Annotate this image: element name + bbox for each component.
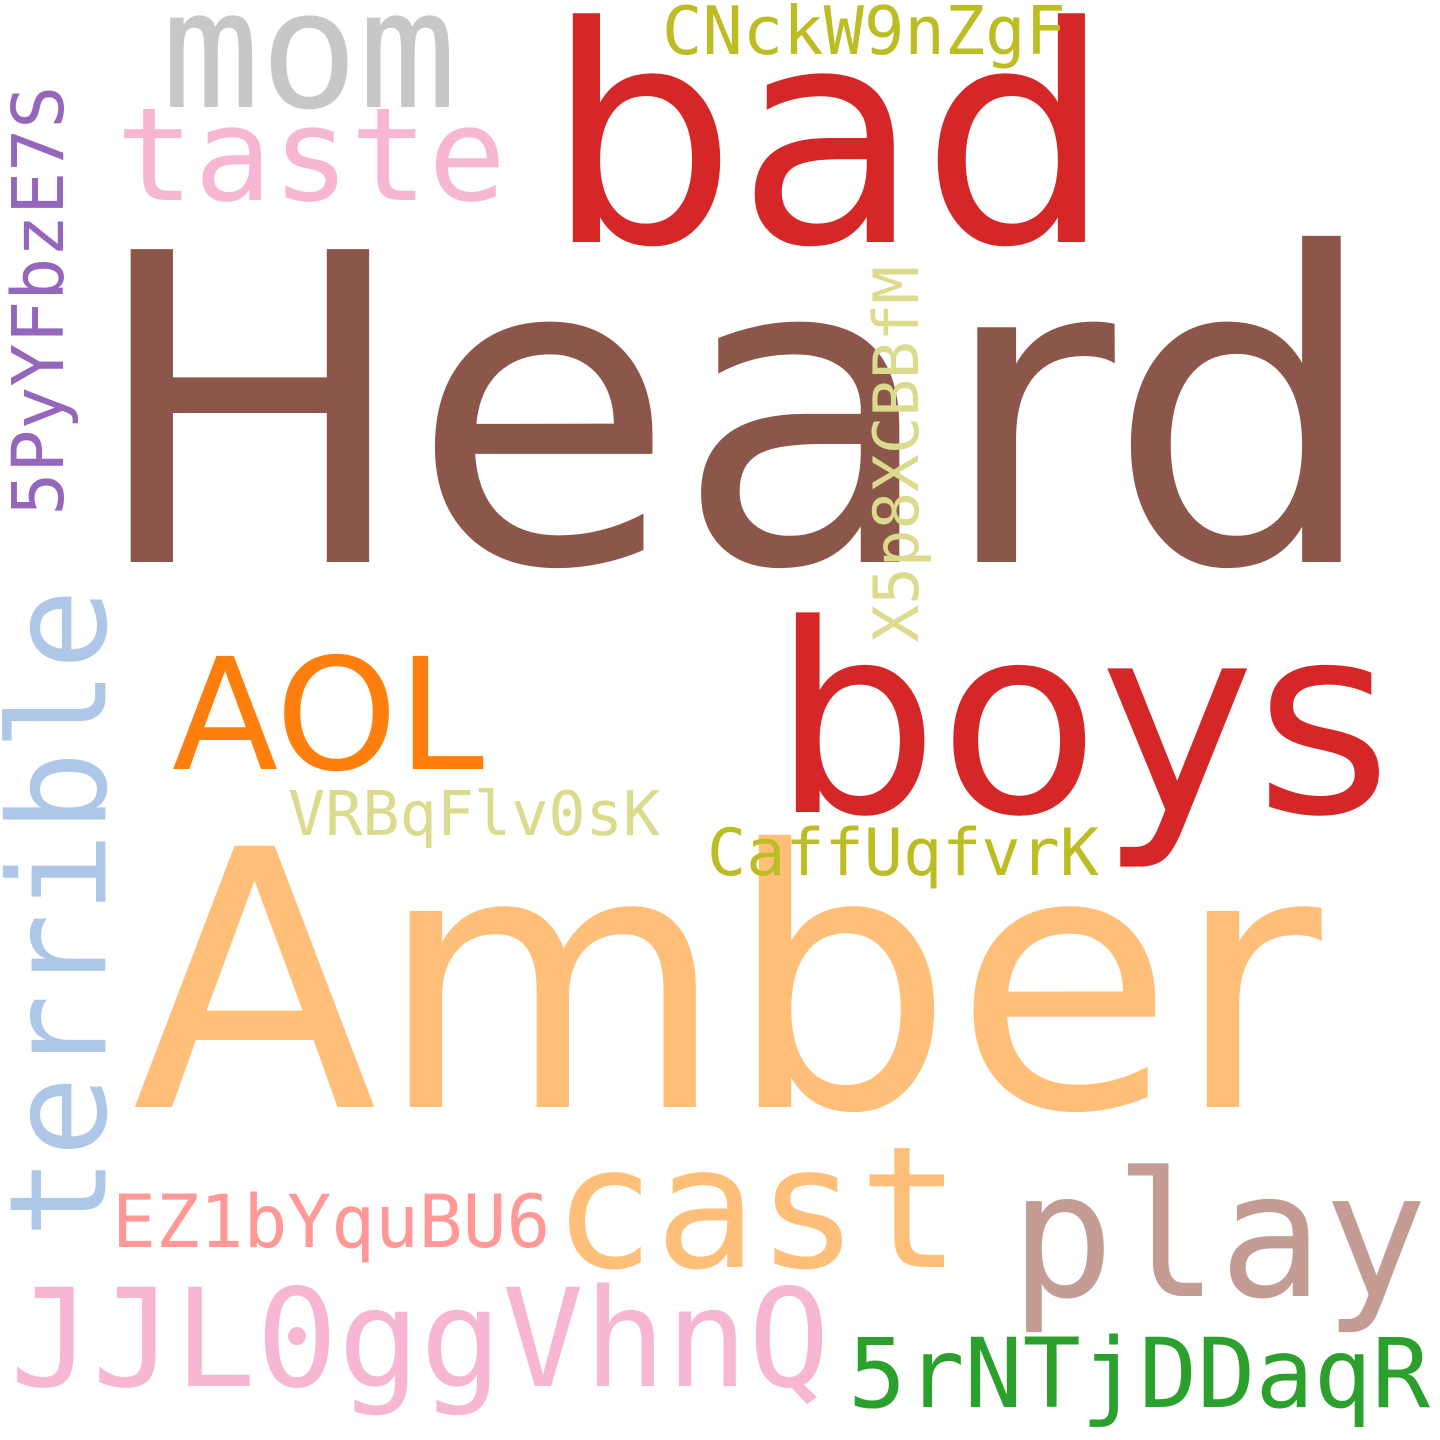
word-mom: mom (161, 0, 457, 146)
word-vrbqflv0sk: VRBqFlv0sK (288, 778, 661, 850)
word-cast: cast (553, 1109, 961, 1307)
word-ez1byqubu6: EZ1bYquBU6 (112, 1179, 551, 1265)
word-heard: Heard (88, 164, 1380, 664)
word-amber: Amber (132, 774, 1322, 1192)
word-bad: bad (545, 0, 1113, 314)
word-taste: taste (116, 80, 507, 231)
word-terrible: terrible (0, 588, 138, 1238)
word-play: play (1010, 1134, 1428, 1337)
word-aol: AOL (172, 624, 485, 806)
word-boys: boys (772, 567, 1392, 874)
word-x5p8xcbbfm: X5p8XCBBfM (859, 265, 933, 642)
word-5rntjddaqr: 5rNTjDDaqR (848, 1316, 1431, 1430)
word-cnckw9nzgf: CNckW9nZgF (662, 0, 1066, 70)
word-5pyyfbze7s: 5PyYFbzE7S (0, 85, 81, 516)
word-jjl0ggvhnq: JJL0ggVhnQ (10, 1261, 830, 1419)
word-caffuqfvrk: CaffUqfvrK (707, 815, 1099, 891)
